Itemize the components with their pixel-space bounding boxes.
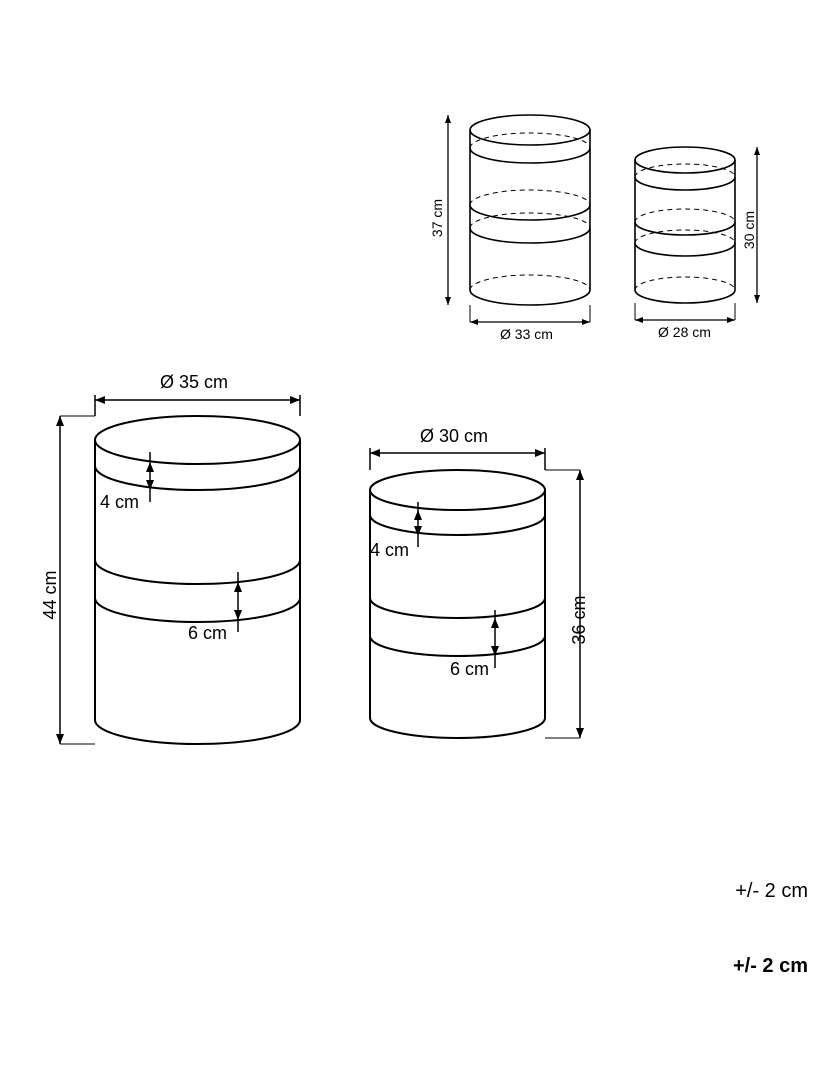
inset-left-diameter-label: Ø 33 cm (500, 326, 553, 342)
main-left-height-label: 44 cm (40, 570, 61, 619)
tolerance-label-2: +/- 2 cm (733, 955, 808, 978)
inset-left-height-label: 37 cm (429, 199, 445, 237)
main-left-lid-label: 4 cm (100, 492, 139, 513)
diagram-svg (0, 0, 830, 1080)
inset-right-diameter-label: Ø 28 cm (658, 324, 711, 340)
main-right-lid-label: 4 cm (370, 540, 409, 561)
main-right-height-label: 36 cm (569, 595, 590, 644)
main-left-diameter-label: Ø 35 cm (160, 372, 228, 393)
inset-right-height-label: 30 cm (741, 211, 757, 249)
diagram-canvas: Ø 35 cm 44 cm 4 cm 6 cm Ø 30 cm 36 cm 4 … (0, 0, 830, 1080)
main-right-diameter-label: Ø 30 cm (420, 426, 488, 447)
tolerance-label-1: +/- 2 cm (735, 880, 808, 903)
main-left-band-label: 6 cm (188, 623, 227, 644)
main-right-band-label: 6 cm (450, 659, 489, 680)
